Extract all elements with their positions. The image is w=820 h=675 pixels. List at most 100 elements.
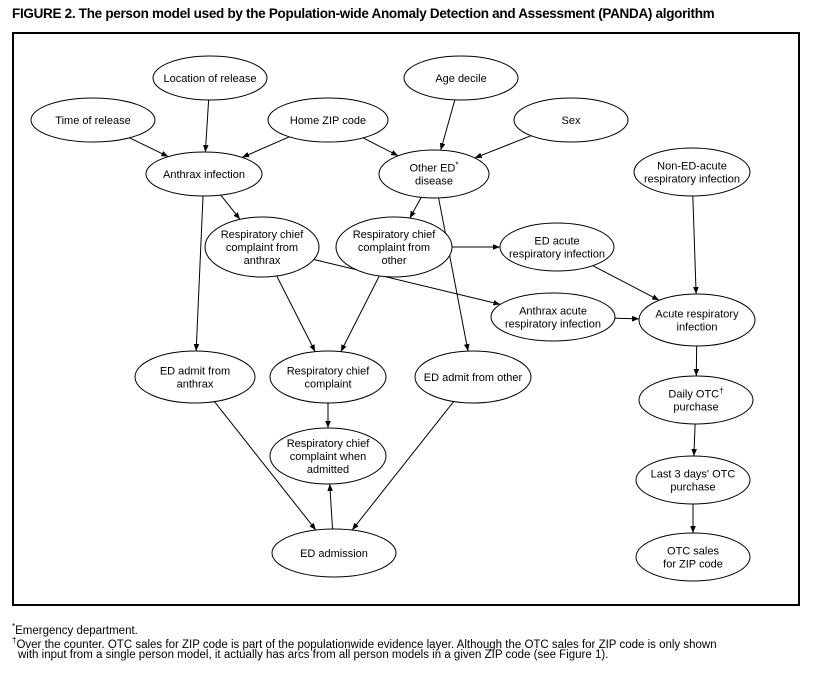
node-label: Respiratory chief	[221, 229, 304, 241]
node-ellipse	[335, 216, 453, 278]
node-label: disease	[415, 176, 453, 188]
node-ellipse	[635, 455, 751, 505]
node-label: Respiratory chief	[353, 229, 436, 241]
node-daily: Daily OTC†purchase	[638, 375, 754, 425]
footnote-otc: †Over the counter. OTC sales for ZIP cod…	[12, 634, 717, 652]
node-label: Home ZIP code	[290, 115, 366, 127]
node-label: anthrax	[177, 379, 214, 391]
arrow-homezip-to-other	[362, 137, 399, 157]
arrow-sex-to-other	[474, 135, 532, 159]
node-label: Location of release	[164, 73, 257, 85]
node-edAdmitOther: ED admit from other	[414, 350, 532, 404]
node-label: purchase	[673, 402, 718, 414]
node-label: respiratory infection	[509, 249, 605, 261]
node-ellipse	[635, 532, 751, 582]
node-ellipse	[403, 55, 519, 101]
node-other: Other ED*disease	[378, 149, 490, 199]
arrow-rccAnthrax-to-anthraxAcute	[313, 258, 501, 306]
node-ellipse	[378, 149, 490, 199]
node-label: Last 3 days' OTC	[651, 469, 736, 481]
diagram-frame	[12, 32, 800, 606]
node-ellipse	[267, 97, 389, 143]
node-label: respiratory infection	[644, 174, 740, 186]
node-label: complaint when	[290, 451, 366, 463]
node-label: ED admit from other	[424, 372, 523, 384]
node-label: Other ED*	[410, 161, 459, 175]
node-ellipse	[638, 375, 754, 425]
node-label: other	[381, 255, 406, 267]
node-ellipse	[499, 222, 615, 272]
node-label: complaint from	[226, 242, 298, 254]
node-ellipse	[152, 55, 268, 101]
arrow-other-to-rccOther	[409, 197, 422, 219]
node-label: Daily OTC†	[668, 387, 723, 401]
node-ellipse	[30, 97, 156, 143]
node-label: complaint	[304, 379, 351, 391]
node-label: anthrax	[244, 255, 281, 267]
node-ellipse	[638, 293, 756, 347]
node-label: Sex	[562, 115, 581, 127]
arrow-rccAnthrax-to-rcc	[276, 275, 316, 352]
arrow-age-to-other	[439, 99, 456, 151]
arrow-location-to-anthrax	[203, 99, 210, 153]
node-ellipse	[204, 216, 320, 278]
node-ellipse	[145, 151, 263, 197]
node-label: infection	[677, 322, 718, 334]
node-age: Age decile	[403, 55, 519, 101]
arrow-time-to-anthrax	[129, 137, 169, 158]
node-anthrax: Anthrax infection	[145, 151, 263, 197]
arrow-edAcute-to-acute	[592, 265, 660, 301]
arrow-edAdmission-to-rccAdmitted	[327, 483, 334, 530]
node-ellipse	[513, 97, 629, 143]
arrow-daily-to-last3	[691, 423, 697, 457]
arrow-anthrax-to-edAdmitAnthrax	[193, 195, 204, 352]
node-label: Anthrax infection	[163, 169, 245, 181]
footnote-text: Over the counter. OTC sales for ZIP code…	[16, 638, 717, 651]
arrow-nonED-to-acute	[692, 195, 699, 295]
footnote-mark: †	[12, 636, 17, 645]
node-ellipse	[414, 350, 532, 404]
node-label: complaint from	[358, 242, 430, 254]
node-label: admitted	[307, 464, 349, 476]
node-label: Anthrax acute	[519, 306, 587, 318]
node-location: Location of release	[152, 55, 268, 101]
node-label: Time of release	[55, 115, 130, 127]
node-label: ED admission	[300, 548, 368, 560]
node-label: ED acute	[534, 236, 579, 248]
node-homezip: Home ZIP code	[267, 97, 389, 143]
node-ellipse	[633, 147, 751, 197]
footnote-text: Emergency department.	[15, 624, 138, 637]
arrow-edAdmitAnthrax-to-edAdmission	[214, 401, 317, 531]
node-edAdmission: ED admission	[271, 528, 397, 578]
figure-title: FIGURE 2. The person model used by the P…	[12, 6, 715, 21]
node-label: Age decile	[435, 73, 486, 85]
node-time: Time of release	[30, 97, 156, 143]
node-ellipse	[134, 350, 256, 404]
node-label: respiratory infection	[505, 319, 601, 331]
footnote-emergency-department: *Emergency department.	[12, 620, 138, 638]
node-ellipse	[271, 528, 397, 578]
arrow-homezip-to-anthrax	[241, 136, 290, 158]
node-label: ED admit from	[160, 366, 230, 378]
footnote-otc-continued: with input from a single person model, i…	[18, 649, 609, 661]
node-ellipse	[269, 427, 387, 485]
node-label: for ZIP code	[663, 559, 723, 571]
node-sex: Sex	[513, 97, 629, 143]
node-label: Non-ED-acute	[657, 161, 727, 173]
node-label: purchase	[670, 482, 715, 494]
node-label: Respiratory chief	[287, 438, 370, 450]
arrow-anthraxAcute-to-acute	[614, 315, 640, 322]
node-label: OTC sales	[667, 546, 719, 558]
